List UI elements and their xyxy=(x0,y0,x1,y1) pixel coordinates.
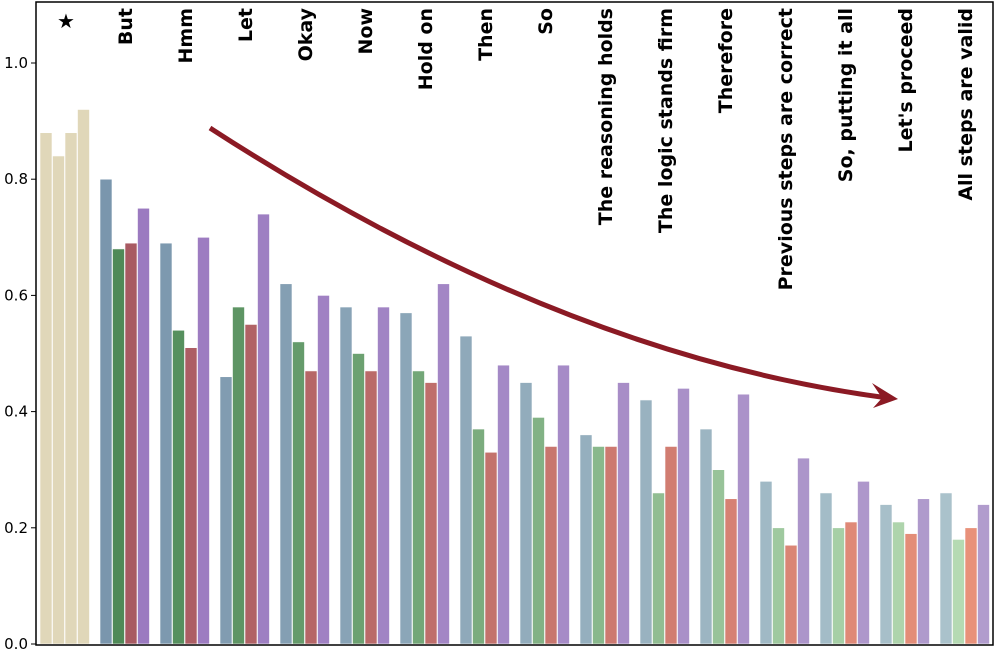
bar-7-1 xyxy=(472,428,485,645)
bar-15-2 xyxy=(964,527,978,645)
bar-7-3 xyxy=(497,364,510,645)
y-tick-label: 0.4 xyxy=(4,403,28,421)
bar-11-3 xyxy=(737,393,750,645)
bar-5-0 xyxy=(339,306,353,645)
category-label: Okay xyxy=(295,7,317,61)
bar-14-1 xyxy=(892,521,905,645)
bar-12-0 xyxy=(759,481,773,645)
bar-10-1 xyxy=(652,492,665,645)
category-label: So xyxy=(535,8,557,35)
category-label: Hold on xyxy=(415,8,437,90)
bar-15-1 xyxy=(952,539,965,645)
trend-arrow xyxy=(208,125,889,401)
bar-3-3 xyxy=(257,213,270,645)
bar-1-1 xyxy=(112,248,125,645)
bar-14-3 xyxy=(917,498,930,645)
bar-15-0 xyxy=(939,492,953,645)
bar-5-3 xyxy=(377,306,390,645)
trend-arrow-head xyxy=(872,383,898,408)
bar-12-3 xyxy=(797,457,810,645)
category-label: The reasoning holds xyxy=(595,8,617,225)
bar-4-2 xyxy=(304,370,318,645)
bar-9-3 xyxy=(617,382,630,645)
bar-13-2 xyxy=(844,521,858,645)
bar-12-2 xyxy=(784,544,798,645)
bar-13-0 xyxy=(819,492,833,645)
bar-8-1 xyxy=(532,417,545,645)
category-label: Let xyxy=(235,8,257,42)
bar-0-3 xyxy=(77,109,90,645)
bar-6-0 xyxy=(399,312,413,645)
bar-3-0 xyxy=(219,376,233,645)
bar-8-0 xyxy=(519,382,533,645)
bar-4-3 xyxy=(317,295,330,645)
bar-0-1 xyxy=(52,155,65,645)
category-label: Hmm xyxy=(175,8,197,64)
bar-6-3 xyxy=(437,283,450,645)
category-label: The logic stands firm xyxy=(655,8,677,233)
bar-4-0 xyxy=(279,283,293,645)
bar-9-1 xyxy=(592,446,605,645)
bar-5-1 xyxy=(352,353,365,645)
y-tick-label: 1.0 xyxy=(4,54,28,72)
y-tick-label: 0.2 xyxy=(4,519,28,537)
category-label: Therefore xyxy=(715,8,737,113)
category-label: Let's proceed xyxy=(895,8,917,152)
category-label: ★ xyxy=(57,9,75,33)
category-labels: ★ But Hmm Let Okay Now Hold on Then So The reason… xyxy=(57,7,977,290)
bar-13-3 xyxy=(857,481,870,645)
bar-6-1 xyxy=(412,370,425,645)
bar-14-0 xyxy=(879,504,893,645)
bar-1-3 xyxy=(137,207,150,645)
bar-2-3 xyxy=(197,237,210,645)
bar-2-1 xyxy=(172,329,185,645)
bar-3-1 xyxy=(232,306,245,645)
y-tick-label: 0.0 xyxy=(4,635,28,653)
category-label: So, putting it all xyxy=(835,8,857,182)
bar-3-2 xyxy=(244,324,258,645)
bar-8-3 xyxy=(557,364,570,645)
bar-2-2 xyxy=(184,347,198,645)
y-tick-label: 0.8 xyxy=(4,170,28,188)
category-label: All steps are valid xyxy=(955,8,977,201)
category-label: Previous steps are correct xyxy=(775,8,797,290)
bar-7-0 xyxy=(459,335,473,645)
bar-13-1 xyxy=(832,527,845,645)
bar-0-2 xyxy=(64,132,78,645)
bar-2-0 xyxy=(159,242,173,645)
bar-11-0 xyxy=(699,428,713,645)
bar-0-0 xyxy=(39,132,53,645)
bar-12-1 xyxy=(772,527,785,645)
bar-10-2 xyxy=(664,446,678,645)
bar-7-2 xyxy=(484,451,498,645)
bar-11-1 xyxy=(712,469,725,645)
bar-9-2 xyxy=(604,446,618,645)
bar-15-3 xyxy=(977,504,990,645)
category-label: Then xyxy=(475,8,497,61)
bar-8-2 xyxy=(544,446,558,645)
bar-10-3 xyxy=(677,388,690,645)
y-axis: 0.0 0.2 0.4 0.6 0.8 1.0 xyxy=(4,54,36,653)
category-label: But xyxy=(115,8,137,45)
bar-5-2 xyxy=(364,370,378,645)
bar-11-2 xyxy=(724,498,738,645)
bar-1-0 xyxy=(99,178,113,645)
bar-14-2 xyxy=(904,533,918,645)
bar-10-0 xyxy=(639,399,653,645)
plot-frame xyxy=(35,1,994,646)
category-label: Now xyxy=(355,8,377,55)
bar-9-0 xyxy=(579,434,593,645)
bars xyxy=(39,109,990,645)
bar-6-2 xyxy=(424,382,438,645)
bar-1-2 xyxy=(124,242,138,645)
bar-4-1 xyxy=(292,341,305,645)
y-tick-label: 0.6 xyxy=(4,286,28,304)
